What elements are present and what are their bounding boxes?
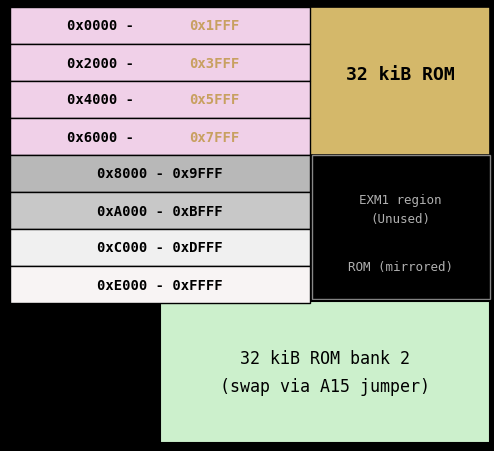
Text: 0x4000 -: 0x4000 - — [67, 93, 133, 107]
Text: 0x8000 - 0x9FFF: 0x8000 - 0x9FFF — [97, 167, 223, 181]
Bar — [10, 230, 310, 267]
Text: EXM1 region
(Unused): EXM1 region (Unused) — [359, 193, 441, 226]
Text: 0xA000 - 0xBFFF: 0xA000 - 0xBFFF — [97, 204, 223, 218]
Text: 0x3FFF: 0x3FFF — [189, 56, 239, 70]
Bar — [10, 156, 310, 193]
Bar — [155, 8, 490, 156]
Bar — [312, 156, 490, 299]
Text: 0x0000 -: 0x0000 - — [67, 19, 133, 33]
Bar — [10, 267, 310, 304]
Text: 0xC000 - 0xDFFF: 0xC000 - 0xDFFF — [97, 241, 223, 255]
Text: 32 kiB ROM bank 2
(swap via A15 jumper): 32 kiB ROM bank 2 (swap via A15 jumper) — [220, 350, 430, 395]
Text: 32 kiB ROM: 32 kiB ROM — [346, 66, 454, 84]
Bar — [10, 193, 310, 230]
Text: 0xE000 - 0xFFFF: 0xE000 - 0xFFFF — [97, 278, 223, 292]
Bar — [10, 45, 310, 82]
Text: 0x5FFF: 0x5FFF — [189, 93, 239, 107]
Bar — [10, 82, 310, 119]
Text: 0x1FFF: 0x1FFF — [189, 19, 239, 33]
Text: 0x7FFF: 0x7FFF — [189, 130, 239, 144]
Text: 0x2000 -: 0x2000 - — [67, 56, 133, 70]
Text: 0x6000 -: 0x6000 - — [67, 130, 133, 144]
Bar — [10, 119, 310, 156]
Bar — [10, 8, 310, 45]
Text: ROM (mirrored): ROM (mirrored) — [347, 261, 453, 274]
Bar — [160, 301, 490, 443]
